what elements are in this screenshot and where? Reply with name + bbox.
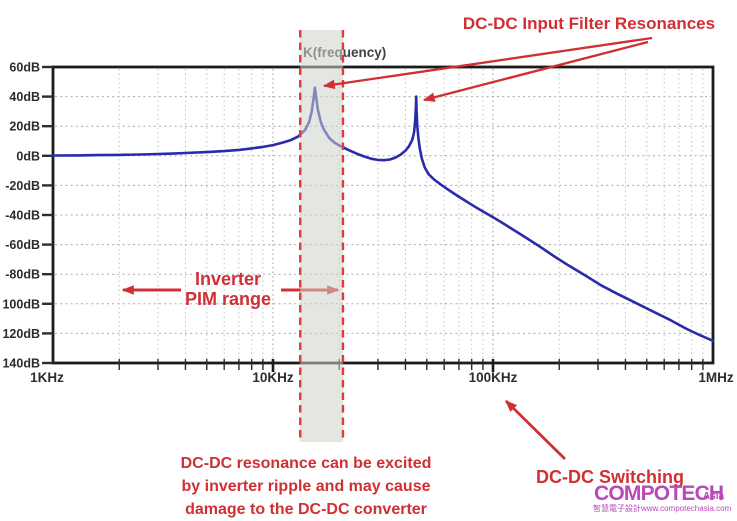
highlight-band-group — [299, 30, 345, 442]
y-axis-label: -20dB — [5, 179, 40, 193]
y-axis-label: -60dB — [5, 238, 40, 252]
switching-label: DC-DC Switching — [536, 467, 684, 487]
highlight-band — [300, 30, 343, 442]
resonance-arrow-peak2 — [422, 40, 649, 102]
logo-text: COMPOTECH — [594, 482, 723, 505]
logo-suffix: Asia — [703, 491, 725, 502]
y-axis-label: 60dB — [9, 61, 40, 75]
x-axis-label: 100KHz — [469, 370, 518, 385]
x-axis-label: 10KHz — [252, 370, 294, 385]
signal-curve — [51, 86, 715, 343]
x-axis-label: 1MHz — [698, 370, 734, 385]
y-axis-label: 120dB — [2, 327, 40, 341]
resonances-annotation: DC-DC Input Filter Resonances — [322, 14, 715, 102]
caption-line-1: DC-DC resonance can be excited — [181, 455, 432, 472]
signal-curve-group — [51, 86, 715, 343]
y-axis-label: -80dB — [5, 268, 40, 282]
y-axis-label: 20dB — [9, 120, 40, 134]
caption-line-2: by inverter ripple and may cause — [182, 478, 431, 495]
y-axis-label: 0dB — [16, 149, 40, 163]
resonance-arrow-peak1 — [322, 36, 653, 90]
y-axis-label: 100dB — [2, 297, 40, 311]
pim-label-line2: PIM range — [185, 289, 271, 309]
logo-tagline: 智慧電子設計www.compotechasia.com — [593, 503, 732, 513]
switching-arrow — [505, 400, 566, 460]
resonances-label: DC-DC Input Filter Resonances — [463, 14, 715, 33]
switching-annotation: DC-DC Switching — [505, 400, 684, 487]
caption-line-3: damage to the DC-DC converter — [185, 501, 427, 518]
pim-label-line1: Inverter — [195, 269, 261, 289]
compotech-logo: COMPOTECH Asia 智慧電子設計www.compotechasia.c… — [593, 482, 732, 513]
y-axis-label: 140dB — [2, 357, 40, 371]
y-axis-label: 40dB — [9, 90, 40, 104]
y-axis-label: -40dB — [5, 209, 40, 223]
caption: DC-DC resonance can be excited by invert… — [181, 455, 432, 518]
x-axis-label: 1KHz — [30, 370, 64, 385]
plot-grid: 60dB 40dB 20dB 0dB -20dB -40dB -60dB -80dB 100dB… — [2, 61, 733, 386]
